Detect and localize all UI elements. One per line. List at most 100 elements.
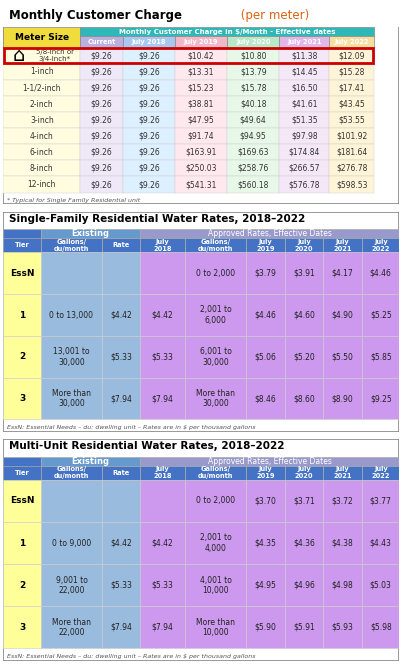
FancyBboxPatch shape (361, 294, 399, 336)
Text: 3: 3 (19, 394, 25, 403)
Text: EssN: Essential Needs – du: dwelling unit – Rates are in $ per thousand gallons: EssN: Essential Needs – du: dwelling uni… (7, 654, 255, 659)
Text: July
2019: July 2019 (256, 466, 274, 480)
FancyBboxPatch shape (102, 564, 139, 606)
FancyBboxPatch shape (246, 522, 284, 564)
FancyBboxPatch shape (284, 336, 322, 378)
FancyBboxPatch shape (328, 145, 373, 161)
Text: 8-inch: 8-inch (30, 164, 53, 173)
FancyBboxPatch shape (322, 378, 361, 420)
Text: 2-inch: 2-inch (30, 99, 53, 109)
Text: Rate: Rate (112, 470, 129, 476)
FancyBboxPatch shape (246, 336, 284, 378)
Text: Tier: Tier (14, 242, 29, 248)
FancyBboxPatch shape (3, 80, 80, 96)
Text: 0 to 2,000: 0 to 2,000 (196, 269, 235, 278)
Text: $4.42: $4.42 (151, 310, 173, 320)
FancyBboxPatch shape (185, 238, 246, 252)
Text: $576.78: $576.78 (288, 180, 319, 189)
FancyBboxPatch shape (279, 128, 328, 145)
FancyBboxPatch shape (284, 252, 322, 294)
FancyBboxPatch shape (3, 439, 398, 661)
Text: July 2018: July 2018 (131, 39, 166, 45)
FancyBboxPatch shape (80, 161, 122, 176)
Text: July 2021: July 2021 (286, 39, 321, 45)
Text: $9.26: $9.26 (90, 180, 112, 189)
FancyBboxPatch shape (284, 378, 322, 420)
Text: $9.26: $9.26 (90, 164, 112, 173)
FancyBboxPatch shape (3, 480, 41, 522)
FancyBboxPatch shape (139, 606, 185, 649)
Text: $181.64: $181.64 (335, 148, 367, 157)
FancyBboxPatch shape (227, 145, 279, 161)
Text: $47.95: $47.95 (187, 116, 214, 125)
FancyBboxPatch shape (322, 606, 361, 649)
FancyBboxPatch shape (41, 229, 139, 238)
Text: $4.42: $4.42 (110, 310, 132, 320)
FancyBboxPatch shape (3, 161, 80, 176)
Text: $3.79: $3.79 (254, 269, 276, 278)
Text: ⌂: ⌂ (13, 46, 25, 65)
FancyBboxPatch shape (102, 480, 139, 522)
FancyBboxPatch shape (3, 6, 398, 27)
FancyBboxPatch shape (139, 294, 185, 336)
FancyBboxPatch shape (328, 64, 373, 80)
FancyBboxPatch shape (246, 606, 284, 649)
Text: $8.90: $8.90 (331, 394, 352, 403)
FancyBboxPatch shape (361, 378, 399, 420)
FancyBboxPatch shape (41, 294, 102, 336)
Text: $5.33: $5.33 (151, 581, 173, 590)
FancyBboxPatch shape (227, 36, 279, 48)
Text: $9.26: $9.26 (138, 180, 159, 189)
FancyBboxPatch shape (3, 252, 41, 294)
FancyBboxPatch shape (3, 457, 41, 480)
FancyBboxPatch shape (139, 480, 185, 522)
FancyBboxPatch shape (361, 336, 399, 378)
Text: 1: 1 (19, 539, 25, 547)
Text: $9.26: $9.26 (138, 164, 159, 173)
FancyBboxPatch shape (328, 36, 373, 48)
Text: $3.71: $3.71 (292, 496, 314, 505)
FancyBboxPatch shape (122, 176, 174, 192)
FancyBboxPatch shape (41, 466, 102, 480)
FancyBboxPatch shape (41, 457, 139, 466)
FancyBboxPatch shape (174, 36, 227, 48)
Text: 2,001 to
4,000: 2,001 to 4,000 (199, 533, 231, 553)
Text: Monthly Customer Charge in $/Month - Effective dates: Monthly Customer Charge in $/Month - Eff… (119, 29, 335, 35)
Text: $38.81: $38.81 (187, 99, 214, 109)
FancyBboxPatch shape (41, 522, 102, 564)
Text: Multi-Unit Residential Water Rates, 2018–2022: Multi-Unit Residential Water Rates, 2018… (9, 441, 284, 451)
Text: $5.85: $5.85 (369, 352, 391, 362)
FancyBboxPatch shape (139, 564, 185, 606)
FancyBboxPatch shape (279, 36, 328, 48)
Text: $4.42: $4.42 (151, 539, 173, 547)
Text: $14.45: $14.45 (290, 67, 317, 77)
FancyBboxPatch shape (328, 96, 373, 112)
Text: More than
30,000: More than 30,000 (196, 389, 235, 408)
Text: $4.38: $4.38 (331, 539, 352, 547)
FancyBboxPatch shape (3, 294, 41, 336)
FancyBboxPatch shape (3, 336, 41, 378)
Text: Approved Rates, Effective Dates: Approved Rates, Effective Dates (207, 229, 331, 238)
Text: * Typical for Single Family Residential unit: * Typical for Single Family Residential … (7, 198, 140, 204)
FancyBboxPatch shape (279, 96, 328, 112)
FancyBboxPatch shape (3, 64, 80, 80)
Text: $9.26: $9.26 (138, 83, 159, 93)
Text: Tier: Tier (14, 470, 29, 476)
FancyBboxPatch shape (122, 36, 174, 48)
Text: Current: Current (87, 39, 115, 45)
FancyBboxPatch shape (122, 128, 174, 145)
Text: $53.55: $53.55 (338, 116, 364, 125)
FancyBboxPatch shape (80, 80, 122, 96)
FancyBboxPatch shape (284, 480, 322, 522)
FancyBboxPatch shape (246, 378, 284, 420)
FancyBboxPatch shape (102, 336, 139, 378)
FancyBboxPatch shape (139, 252, 185, 294)
FancyBboxPatch shape (284, 294, 322, 336)
FancyBboxPatch shape (227, 96, 279, 112)
FancyBboxPatch shape (122, 80, 174, 96)
Text: 0 to 2,000: 0 to 2,000 (196, 496, 235, 505)
FancyBboxPatch shape (322, 294, 361, 336)
Text: July
2020: July 2020 (294, 466, 312, 480)
Text: $13.31: $13.31 (187, 67, 214, 77)
FancyBboxPatch shape (3, 176, 80, 192)
